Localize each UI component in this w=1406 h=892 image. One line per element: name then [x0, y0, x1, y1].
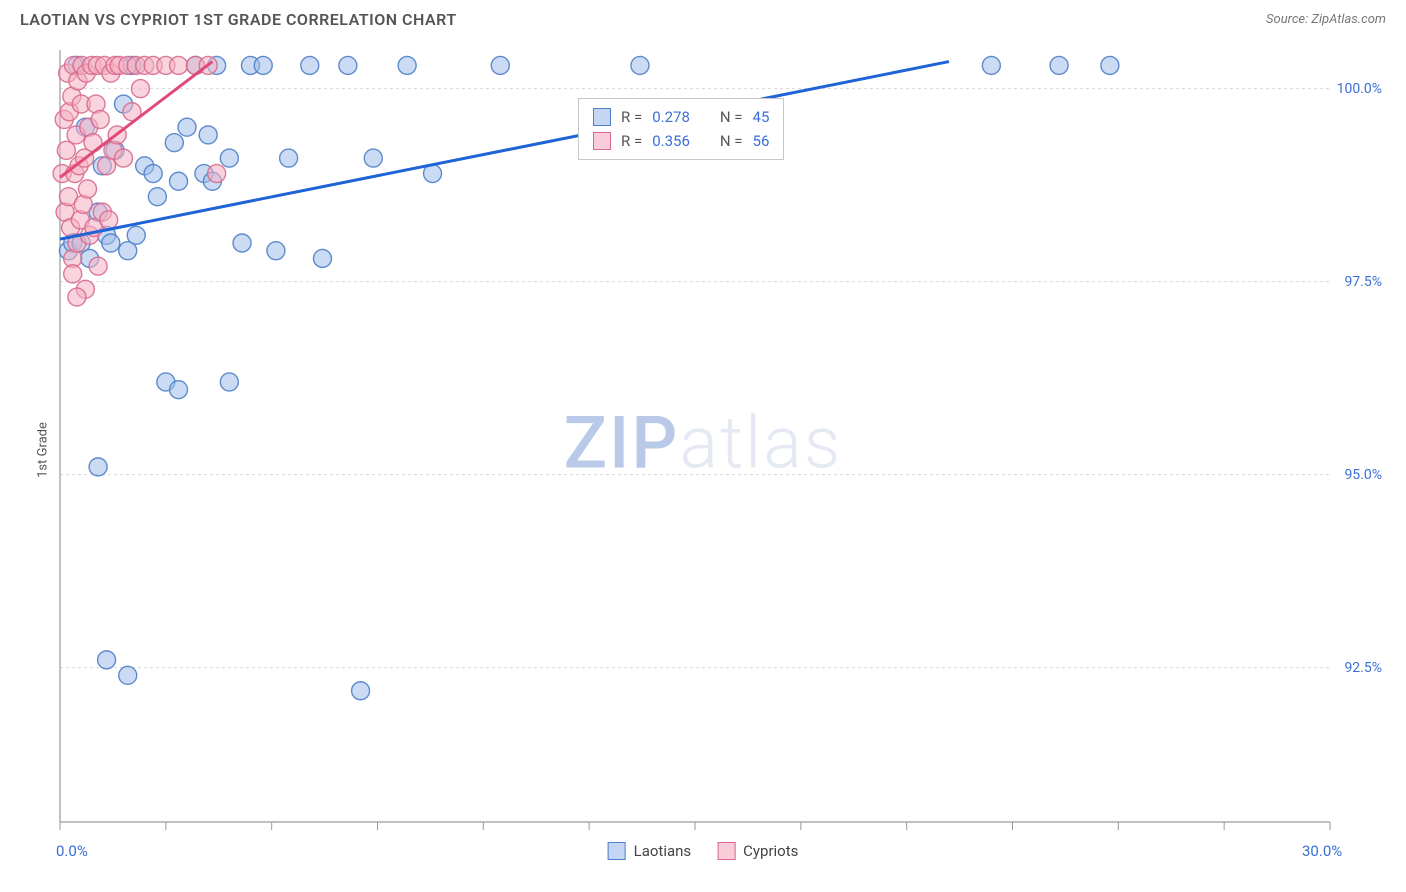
- chart-area: 1st Grade ZIPatlas R =0.278N =45R =0.356…: [20, 40, 1386, 860]
- stats-row: R =0.278N =45: [593, 105, 769, 129]
- y-tick-label: 97.5%: [1344, 274, 1382, 290]
- chart-source: Source: ZipAtlas.com: [1266, 12, 1386, 27]
- y-axis-label: 1st Grade: [35, 422, 50, 478]
- stats-box: R =0.278N =45R =0.356N =56: [578, 98, 784, 160]
- scatter-plot: [20, 40, 1386, 860]
- x-axis-max-label: 30.0%: [1302, 842, 1342, 860]
- chart-title: LAOTIAN VS CYPRIOT 1ST GRADE CORRELATION…: [20, 10, 457, 29]
- legend-item: Laotians: [608, 842, 692, 860]
- legend: Laotians Cypriots: [608, 842, 799, 860]
- y-tick-label: 100.0%: [1337, 81, 1382, 97]
- legend-item: Cypriots: [717, 842, 798, 860]
- y-tick-label: 95.0%: [1344, 467, 1382, 483]
- stats-row: R =0.356N =56: [593, 129, 769, 153]
- x-axis-min-label: 0.0%: [56, 842, 88, 860]
- y-tick-label: 92.5%: [1344, 660, 1382, 676]
